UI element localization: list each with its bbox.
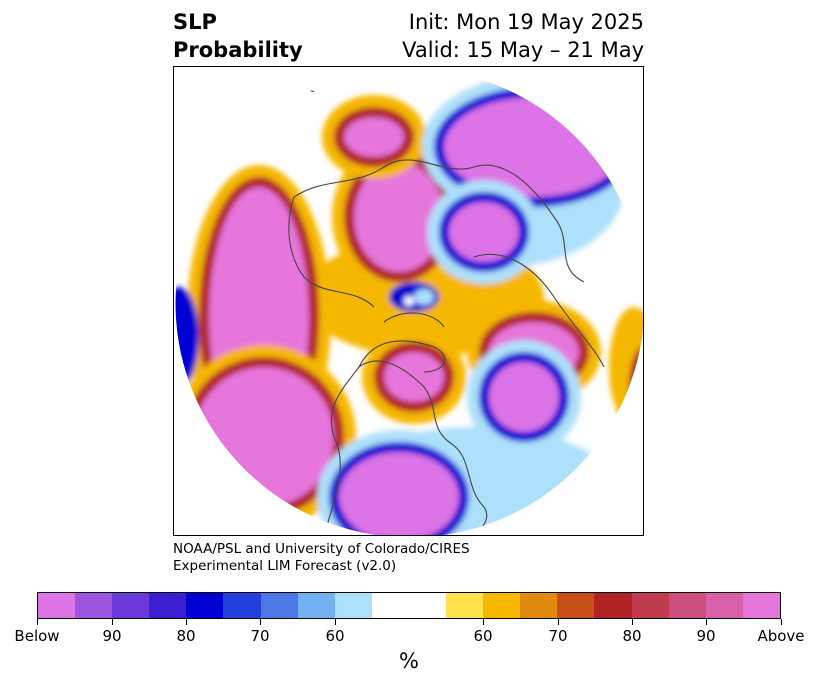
polar-map — [173, 66, 644, 536]
polar-map-graphic — [174, 67, 643, 535]
colorbar — [37, 592, 781, 619]
colorbar-tick-label: Above — [757, 627, 805, 645]
colorbar-tick — [112, 619, 113, 625]
colorbar-segment — [223, 593, 261, 618]
colorbar-segment — [705, 593, 743, 618]
colorbar-segment — [371, 593, 447, 618]
colorbar-tick-label: 70 — [548, 627, 568, 645]
colorbar-tick — [483, 619, 484, 625]
credit-text: NOAA/PSL and University of Colorado/CIRE… — [173, 541, 470, 575]
colorbar-unit: % — [399, 649, 419, 673]
colorbar-tick — [335, 619, 336, 625]
colorbar-segment — [446, 593, 484, 618]
above-normal-core — [354, 162, 444, 272]
coastline — [383, 312, 445, 328]
above-normal-core — [344, 117, 404, 157]
colorbar-tick — [37, 619, 38, 625]
colorbar-segment — [742, 593, 780, 618]
colorbar-segment — [557, 593, 595, 618]
colorbar-segment — [631, 593, 669, 618]
colorbar-tick — [706, 619, 707, 625]
colorbar-segment — [75, 593, 113, 618]
colorbar-segment — [334, 593, 372, 618]
colorbar-tick — [558, 619, 559, 625]
colorbar-tick-label: 60 — [325, 627, 345, 645]
colorbar-tick — [781, 619, 782, 625]
below-normal-core — [489, 362, 559, 432]
colorbar-segment — [260, 593, 298, 618]
title-valid-range: Valid: 15 May – 21 May — [402, 38, 644, 62]
credit-line-2: Experimental LIM Forecast (v2.0) — [173, 558, 397, 574]
pole-marker — [404, 296, 414, 306]
coastline — [473, 253, 605, 368]
title-variable: SLP — [173, 10, 217, 34]
colorbar-tick-label: Below — [14, 627, 60, 645]
colorbar-segment — [149, 593, 187, 618]
coastline — [288, 196, 375, 308]
colorbar-tick-label: 70 — [250, 627, 270, 645]
below-normal-contour — [414, 289, 434, 305]
coastline — [323, 360, 488, 535]
colorbar-segment — [186, 593, 224, 618]
colorbar-tick-label: 90 — [696, 627, 716, 645]
colorbar-segment — [112, 593, 150, 618]
below-normal-contour — [175, 287, 199, 387]
above-normal-core — [194, 367, 334, 507]
below-normal-core — [449, 202, 519, 262]
colorbar-tick-label: 80 — [176, 627, 196, 645]
title-init-date: Init: Mon 19 May 2025 — [408, 10, 644, 34]
coastline — [358, 340, 446, 373]
above-normal-core — [384, 352, 444, 402]
colorbar-tick — [632, 619, 633, 625]
credit-line-1: NOAA/PSL and University of Colorado/CIRE… — [173, 541, 470, 557]
colorbar-segment — [668, 593, 706, 618]
colorbar-segment — [520, 593, 558, 618]
colorbar-segment — [38, 593, 76, 618]
colorbar-tick-label: 60 — [473, 627, 493, 645]
below-normal-core — [339, 452, 459, 535]
probability-field — [175, 68, 643, 535]
colorbar-tick — [260, 619, 261, 625]
chart-title-right: Init: Mon 19 May 2025 Valid: 15 May – 21… — [402, 8, 644, 64]
coastline — [233, 68, 315, 93]
colorbar-segment — [594, 593, 632, 618]
title-quantity: Probability — [173, 38, 303, 62]
coastline — [293, 159, 585, 283]
colorbar-tick-label: 90 — [102, 627, 122, 645]
colorbar-segment — [297, 593, 335, 618]
colorbar-tick — [186, 619, 187, 625]
chart-title-left: SLP Probability — [173, 8, 303, 64]
colorbar-tick-label: 80 — [622, 627, 642, 645]
colorbar-segment — [483, 593, 521, 618]
